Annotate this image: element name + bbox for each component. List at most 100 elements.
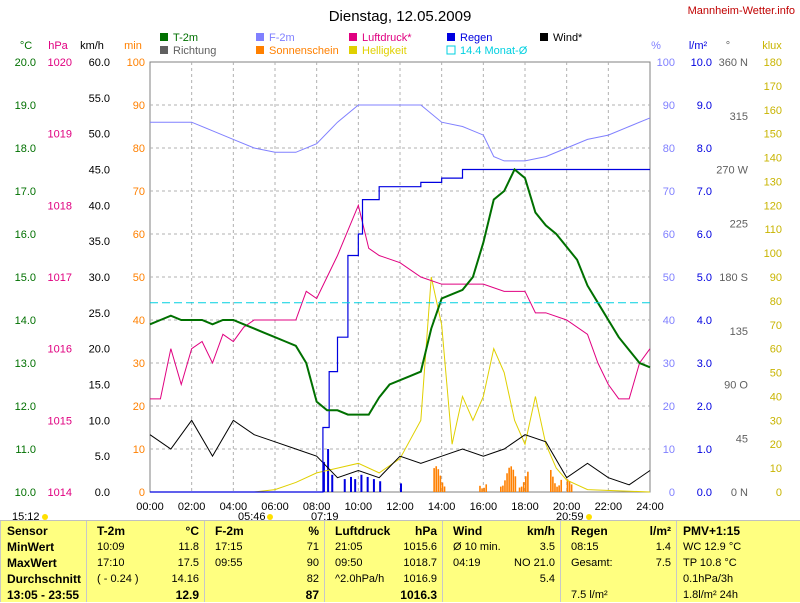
sun-tick: 40 [133,315,145,327]
rain-tick: 0.0 [697,487,712,499]
wind-max-value: NO 21.0 [514,557,555,569]
weather-chart: 00:00 02:00 04:00 06:00 08:00 10:00 12:00 14:00… [12,5,795,520]
humidity-tick: 0 [669,487,675,499]
sunshine-bar [512,469,515,492]
time-tick: 24:00 [636,501,664,513]
hum-max-time: 09:55 [215,557,243,569]
temp-tick: 20.0 [15,57,36,69]
wind-mean-value: 5.4 [539,573,555,585]
temp-trend: ( - 0.24 ) [97,573,139,585]
legend-swatch [256,33,264,41]
sunshine-bar [433,468,435,492]
humidity-tick: 60 [663,229,675,241]
humidity-tick: 70 [663,186,675,198]
row-label-range: 13:05 - 23:55 [7,588,80,602]
legend-label: Helligkeit [362,45,407,57]
sunshine-bar [506,473,508,492]
temp-max-value: 17.5 [177,557,199,569]
humidity-tick: 80 [663,143,675,155]
dir-unit: ° [726,40,730,52]
hdr-pres-unit: hPa [414,524,437,538]
humidity-tick: 90 [663,100,675,112]
rain-tick: 8.0 [697,143,712,155]
rain-tick: 2.0 [697,401,712,413]
time-tick: 08:00 [303,501,331,513]
time-tick: 04:00 [220,501,248,513]
hdr-rain-unit: l/m² [649,524,671,538]
pres-min-time: 21:05 [335,541,363,553]
dir-tick: 315 [730,111,748,123]
temp-min-time: 10:09 [97,541,125,553]
sun-tick: 90 [133,100,145,112]
sunshine-bar [479,485,481,492]
temp-tick: 14.0 [15,315,36,327]
sun-unit: min [124,40,142,52]
wind-tick: 15.0 [89,380,110,392]
row-label-max: MaxWert [7,556,57,570]
humidity-unit: % [651,40,661,52]
wind-tick: 35.0 [89,236,110,248]
temp-tick: 18.0 [15,143,36,155]
bright-tick: 70 [770,320,782,332]
rain-bar [343,479,346,492]
wind-tick: 40.0 [89,200,110,212]
temp-tick: 10.0 [15,487,36,499]
col-pmv: PMV+1:15 WC 12.9 °C TP 10.8 °C 0.1hPa/3h… [676,521,800,602]
pmv-dewpoint: TP 10.8 °C [683,557,737,569]
temp-tick: 11.0 [15,444,36,456]
bright-tick: 90 [770,272,782,284]
pres-avg-value: 1016.9 [403,573,437,585]
rain-range-value: 7.5 l/m² [571,589,608,601]
sunshine-bar [508,467,510,492]
bright-tick: 110 [764,224,782,236]
hdr-pmv: PMV+1:15 [683,524,741,538]
time-tick: 06:00 [261,501,289,513]
col-sensor: Sensor MinWert MaxWert Durchschnitt 13:0… [0,521,87,602]
series-lines [149,104,651,493]
bright-tick: 120 [764,200,782,212]
temp-tick: 17.0 [15,186,36,198]
sunshine-bar [568,481,571,492]
time-tick: 10:00 [345,501,373,513]
sunshine-bar [502,485,504,492]
row-label-avg: Durchschnitt [7,572,82,586]
rain-tick: 6.0 [697,229,712,241]
time-tick: 00:00 [136,501,164,513]
time-tick: 18:00 [511,501,539,513]
wind-avg-label: Ø 10 min. [453,541,501,553]
legend-label: Luftdruck* [362,32,412,44]
pres-range-value: 1016.3 [400,588,437,602]
time-tick: 02:00 [178,501,206,513]
sunshine-bar [510,466,513,492]
temp-tick: 12.0 [15,401,36,413]
legend-swatch [446,45,456,55]
bright-tick: 30 [770,415,782,427]
humidity-tick: 10 [663,444,675,456]
chart-title: Dienstag, 12.05.2009 [329,8,472,25]
wind-tick: 20.0 [89,344,110,356]
hdr-wind: Wind [453,524,483,538]
bright-tick: 10 [770,463,782,475]
temp-range-value: 12.9 [175,588,199,602]
temp-unit: °C [20,40,32,52]
rain-tick: 7.0 [697,186,712,198]
time-tick: 12:00 [386,501,414,513]
bright-tick: 60 [770,344,782,356]
legend-swatch [349,46,357,54]
wind-max-time: 04:19 [453,557,481,569]
series-line [149,419,651,486]
hdr-hum: F-2m [215,524,244,538]
hum-avg-value: 82 [306,573,319,585]
pressure-tick: 1015 [48,415,72,427]
pmv-rain24h: 1.8l/m² 24h [683,589,739,601]
legend: T-2m F-2m Luftdruck* Regen Wind* Richtung Sonn… [160,32,583,57]
hdr-temp-unit: °C [185,524,199,538]
sunshine-bar [443,486,446,492]
pmv-pressure-trend: 0.1hPa/3h [683,573,734,585]
sunshine-bar [500,486,502,492]
rain-bar [372,479,375,492]
temp-tick: 19.0 [15,100,36,112]
dir-tick: 180 S [719,272,748,284]
pressure-tick: 1018 [48,200,72,212]
rain-bar [331,474,334,492]
